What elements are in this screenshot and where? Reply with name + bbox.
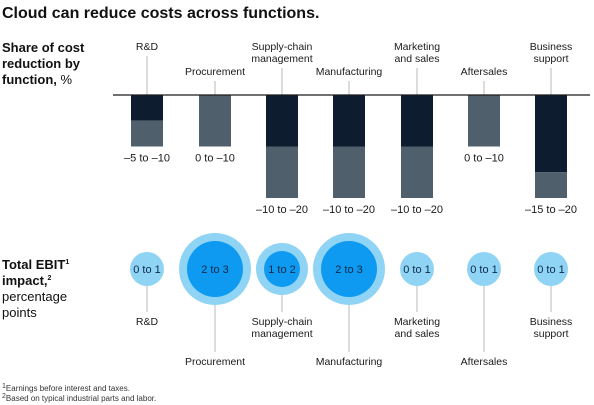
bar-category-label: Aftersales xyxy=(461,66,508,78)
bubble-value-label: 0 to 1 xyxy=(537,264,565,276)
footnote-2: 2Based on typical industrial parts and l… xyxy=(2,393,156,403)
bar-min-segment xyxy=(333,95,365,147)
bubble-category-label: Marketing xyxy=(394,316,440,328)
bubble-category-label: support xyxy=(533,328,568,340)
bar-category-label: Manufacturing xyxy=(316,66,383,78)
bar-range-label: –15 to –20 xyxy=(525,204,577,216)
bar-range-label: 0 to –10 xyxy=(464,153,504,165)
section1-line3: function, % xyxy=(2,72,73,87)
bar-range-segment xyxy=(199,95,231,147)
bubble-inner xyxy=(321,241,377,297)
bubble-category-label: Procurement xyxy=(185,356,245,368)
bar-min-segment xyxy=(401,95,433,147)
bubble-value-label: 1 to 2 xyxy=(268,264,296,276)
bubble-value-label: 0 to 1 xyxy=(403,264,431,276)
bubble-inner xyxy=(264,251,300,287)
bubble-category-label: Supply-chain xyxy=(252,316,313,328)
bar-range-segment xyxy=(333,146,365,198)
bubble-value-label: 2 to 3 xyxy=(335,264,363,276)
bar-category-label: Supply-chain xyxy=(252,41,313,53)
bubble-value-label: 2 to 3 xyxy=(201,264,229,276)
bar-range-segment xyxy=(266,146,298,198)
bubble-category-label: R&D xyxy=(136,316,159,328)
bar-min-segment xyxy=(535,95,567,173)
bar-chart: R&D –5 to –10 Procurement 0 to –10 Supply-ch… xyxy=(113,41,590,216)
footnotes: 1Earnings before interest and taxes. 2Ba… xyxy=(2,383,156,403)
bar-range-label: 0 to –10 xyxy=(195,153,235,165)
bar-category-label: Business xyxy=(530,41,573,53)
bar-category-label: Marketing xyxy=(394,41,440,53)
bar-category-label: R&D xyxy=(136,41,159,53)
bubble xyxy=(130,252,164,286)
bar-category-label: management xyxy=(251,53,312,65)
bubble-value-label: 0 to 1 xyxy=(133,264,161,276)
bubble-value-label: 0 to 1 xyxy=(470,264,498,276)
bubble-category-label: management xyxy=(251,328,312,340)
bubble-category-label: and sales xyxy=(395,328,440,340)
bubble xyxy=(467,252,501,286)
section2-line1: Total EBIT1 xyxy=(2,257,69,272)
bubble-category-label: Manufacturing xyxy=(316,356,383,368)
bar-range-label: –10 to –20 xyxy=(391,204,443,216)
section1-line1: Share of cost xyxy=(2,40,85,55)
bubble-chart: 0 to 1 R&D 2 to 3 Procurement 1 to 2 Supply-c… xyxy=(130,233,572,368)
bubble-category-label: Aftersales xyxy=(461,356,508,368)
bar-range-segment xyxy=(131,120,163,147)
bar-range-segment xyxy=(468,95,500,147)
bar-category-label: support xyxy=(533,53,568,65)
bar-category-label: Procurement xyxy=(185,66,245,78)
bar-min-segment xyxy=(131,95,163,121)
bar-range-segment xyxy=(401,146,433,198)
bubble-category-label: Business xyxy=(530,316,573,328)
bar-range-label: –5 to –10 xyxy=(124,153,170,165)
bar-range-label: –10 to –20 xyxy=(256,204,308,216)
section2-line4: points xyxy=(2,305,37,320)
footnote-1: 1Earnings before interest and taxes. xyxy=(2,383,130,393)
bubble xyxy=(534,252,568,286)
bar-range-segment xyxy=(535,172,567,198)
section1-line2: reduction by xyxy=(2,56,81,71)
bar-min-segment xyxy=(266,95,298,147)
section2-line3: percentage xyxy=(2,289,67,304)
bar-category-label: and sales xyxy=(395,53,440,65)
bubble xyxy=(400,252,434,286)
bubble-inner xyxy=(187,241,243,297)
section2-label: Total EBIT1 impact,2 percentage points xyxy=(2,257,69,320)
section2-line2: impact,2 xyxy=(2,273,52,288)
chart-title: Cloud can reduce costs across functions. xyxy=(2,5,319,22)
section1-label: Share of cost reduction by function, % xyxy=(2,40,85,87)
bar-range-label: –10 to –20 xyxy=(323,204,375,216)
